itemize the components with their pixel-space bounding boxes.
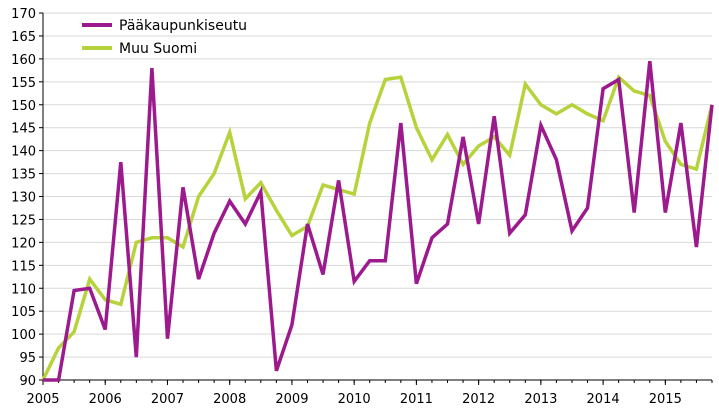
y-tick-label: 170	[11, 7, 36, 22]
y-tick-label: 150	[11, 99, 36, 114]
y-axis-ticks: 90 95 100 105 110 115 120 125 130 135 140 145 150 155…	[11, 7, 43, 389]
y-tick-label: 90	[19, 374, 36, 389]
y-tick-label: 140	[11, 145, 36, 160]
y-tick-label: 95	[19, 351, 36, 366]
legend: Pääkaupunkiseutu Muu Suomi	[82, 18, 247, 57]
x-tick-label: 2007	[151, 392, 184, 407]
y-tick-label: 165	[11, 30, 36, 45]
y-tick-label: 160	[11, 53, 36, 68]
x-tick-label: 2015	[649, 392, 682, 407]
x-tick-label: 2010	[338, 392, 371, 407]
y-tick-label: 130	[11, 191, 36, 206]
y-tick-label: 115	[11, 259, 36, 274]
y-tick-label: 125	[11, 213, 36, 228]
x-tick-label: 2012	[462, 392, 495, 407]
x-tick-label: 2013	[524, 392, 557, 407]
x-tick-label: 2008	[213, 392, 246, 407]
x-tick-label: 2009	[275, 392, 308, 407]
y-tick-label: 105	[11, 305, 36, 320]
y-tick-label: 100	[11, 328, 36, 343]
x-tick-label: 2005	[26, 392, 59, 407]
grid	[43, 12, 712, 358]
y-tick-label: 145	[11, 122, 36, 137]
series-lines	[41, 61, 714, 382]
y-tick-label: 120	[11, 236, 36, 251]
x-tick-label: 2014	[587, 392, 620, 407]
x-tick-label: 2006	[89, 392, 122, 407]
legend-label: Muu Suomi	[119, 41, 197, 57]
x-axis-ticks: 2005 2006 2007 2008 2009 2010 2011 2012 2013 2014…	[26, 380, 713, 407]
y-tick-label: 110	[11, 282, 36, 297]
series-line-p-kaupunkiseutu	[43, 61, 714, 382]
legend-label: Pääkaupunkiseutu	[119, 18, 247, 34]
y-tick-label: 135	[11, 168, 36, 183]
y-tick-label: 155	[11, 76, 36, 91]
x-tick-label: 2011	[400, 392, 433, 407]
